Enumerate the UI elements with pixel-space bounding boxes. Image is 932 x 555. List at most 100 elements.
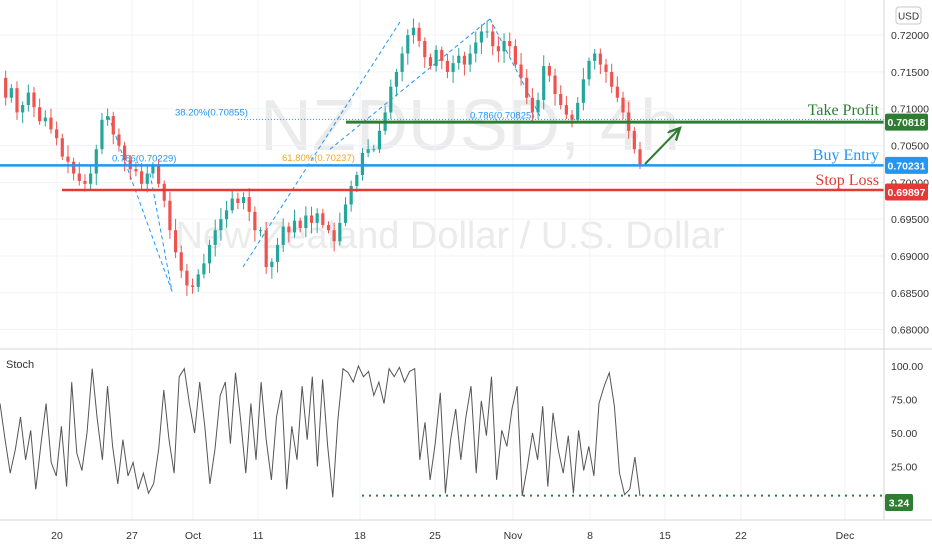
candle-body <box>525 77 529 98</box>
candle-body <box>173 230 178 253</box>
candle-body <box>576 102 580 120</box>
candle-body <box>219 219 223 231</box>
candle-body <box>610 71 614 87</box>
candle-body <box>570 114 574 120</box>
candle-body <box>270 261 274 268</box>
symbol-watermark: NZDUSD, 4h <box>260 86 680 166</box>
time-tick-label: 25 <box>429 530 441 542</box>
candle-body <box>581 79 585 103</box>
candle-body <box>4 77 8 98</box>
candle-body <box>564 105 568 115</box>
candle-body <box>168 200 172 231</box>
candle-body <box>530 97 534 113</box>
candle-body <box>258 230 263 232</box>
stoch-line <box>0 364 641 498</box>
candle-body <box>309 215 314 223</box>
price-tick-label: 0.68500 <box>891 288 929 300</box>
candle-body <box>179 252 183 271</box>
trade-level-lines <box>0 120 884 192</box>
candle-body <box>162 183 166 201</box>
candle-body <box>615 86 619 98</box>
candle-body <box>440 49 444 61</box>
stoch-tick-label: 50.00 <box>891 428 917 440</box>
fib-label: 0.786(0.70229) <box>112 154 176 165</box>
candle-body <box>253 211 257 231</box>
candle-body <box>139 171 144 184</box>
candle-body <box>77 173 81 181</box>
candle-body <box>224 210 229 220</box>
currency-badge-label: USD <box>898 12 919 23</box>
fib-label: 61.80%(0.70237) <box>282 153 355 164</box>
candle-body <box>287 226 291 233</box>
buy-entry-tag-value: 0.70231 <box>888 160 926 172</box>
price-axis-bg <box>884 0 932 520</box>
candle-body <box>349 186 353 205</box>
price-tick-label: 0.69500 <box>891 214 929 226</box>
candle-body <box>423 41 427 58</box>
candle-body <box>134 169 138 172</box>
candle-body <box>400 53 404 72</box>
candle-body <box>207 244 212 264</box>
candle-body <box>275 244 280 262</box>
candle-body <box>491 31 495 47</box>
candle-body <box>281 226 285 245</box>
candlesticks <box>4 18 642 296</box>
candle-body <box>156 166 161 184</box>
take-profit-label: Take Profit <box>808 102 880 119</box>
time-tick-label: 11 <box>253 530 264 542</box>
buy-entry-label: Buy Entry <box>813 147 879 164</box>
stoch-value-tag-text: 3.24 <box>889 498 910 510</box>
candle-body <box>502 41 506 52</box>
candle-body <box>474 42 478 54</box>
time-tick-label: Nov <box>504 530 523 542</box>
candle-body <box>462 55 467 65</box>
candle-body <box>123 145 127 161</box>
fib-label: 38.20%(0.70855) <box>175 107 248 118</box>
candle-body <box>332 230 336 242</box>
candle-body <box>321 213 325 226</box>
candle-body <box>468 53 472 65</box>
candle-body <box>389 86 393 113</box>
candle-body <box>593 53 597 61</box>
fib-trend-line <box>149 173 173 292</box>
candle-body <box>372 149 376 151</box>
candle-body <box>72 161 76 174</box>
stoch-value-tag <box>885 494 913 511</box>
candle-body <box>55 129 59 139</box>
candle-body <box>111 116 115 135</box>
candle-body <box>604 64 608 72</box>
candle-body <box>632 130 636 150</box>
candle-body <box>638 149 642 164</box>
candle-body <box>106 116 110 120</box>
candle-body <box>434 49 438 67</box>
price-tick-label: 0.72000 <box>891 30 929 42</box>
candle-body <box>519 64 523 78</box>
time-tick-label: 18 <box>354 530 366 542</box>
stoch-axis: 100.00 75.00 50.00 25.00 <box>891 361 923 474</box>
candle-body <box>247 197 251 212</box>
candle-body <box>366 149 370 153</box>
price-tick-label: 0.68000 <box>891 325 929 337</box>
time-axis: 20 27 Oct 11 18 25 Nov 8 15 22 Dec <box>51 530 854 542</box>
candle-body <box>451 63 455 72</box>
currency-badge[interactable] <box>895 6 922 25</box>
price-tick-label: 0.71000 <box>891 104 929 116</box>
candle-body <box>49 117 53 130</box>
candle-body <box>360 152 365 175</box>
candle-body <box>151 166 155 174</box>
take-profit-tag-value: 0.70818 <box>888 117 926 129</box>
candle-body <box>32 92 36 108</box>
candle-body <box>100 119 104 150</box>
candle-body <box>185 270 189 286</box>
candle-body <box>559 94 563 106</box>
stop-loss-label: Stop Loss <box>815 172 879 189</box>
fib-label: 0.786(0.70825) <box>470 111 534 122</box>
time-tick-label: 8 <box>587 530 593 542</box>
candle-body <box>83 180 87 184</box>
candle-body <box>66 156 70 162</box>
candle-body <box>196 274 200 287</box>
projection-arrow <box>644 128 680 165</box>
stop-loss-tag <box>885 183 928 201</box>
